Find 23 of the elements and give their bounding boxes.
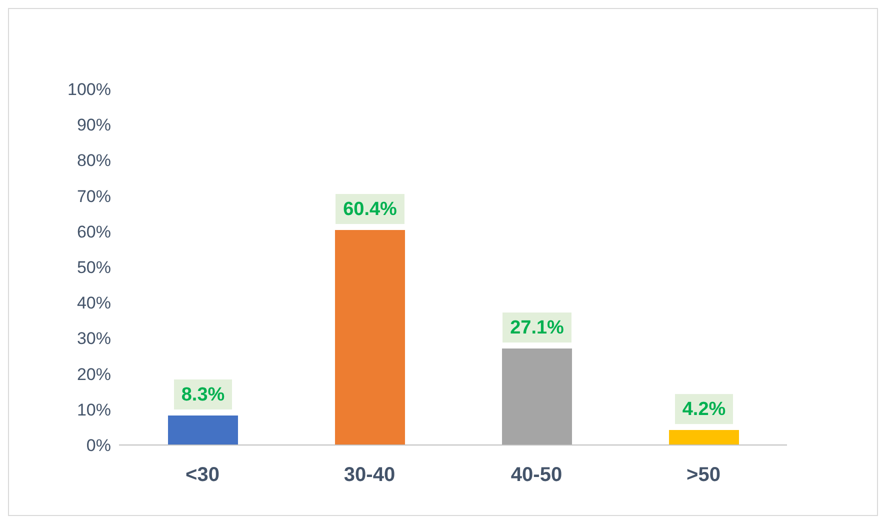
data-label: 8.3% — [181, 384, 225, 406]
x-tick-label: 30-40 — [344, 464, 396, 486]
y-tick-label: 90% — [76, 116, 111, 135]
y-tick-label: 60% — [76, 222, 111, 242]
data-label: 60.4% — [343, 198, 398, 220]
y-tick-label: 100% — [68, 80, 111, 100]
bar — [502, 348, 572, 445]
y-tick-label: 10% — [76, 400, 111, 420]
y-tick-label: 40% — [76, 294, 111, 313]
bar — [335, 230, 405, 445]
y-tick-label: 0% — [86, 436, 111, 456]
y-tick-label: 70% — [76, 186, 111, 206]
bar — [669, 430, 739, 445]
y-tick-label: 20% — [76, 364, 111, 384]
x-tick-label: 40-50 — [510, 464, 562, 486]
y-tick-label: 30% — [76, 329, 111, 348]
data-label: 4.2% — [682, 399, 726, 420]
data-label: 27.1% — [510, 318, 564, 339]
x-tick-label: <30 — [186, 464, 220, 486]
x-tick-label: >50 — [686, 464, 720, 486]
bar — [168, 415, 238, 445]
y-tick-label: 80% — [76, 151, 111, 170]
y-tick-label: 50% — [76, 258, 111, 278]
